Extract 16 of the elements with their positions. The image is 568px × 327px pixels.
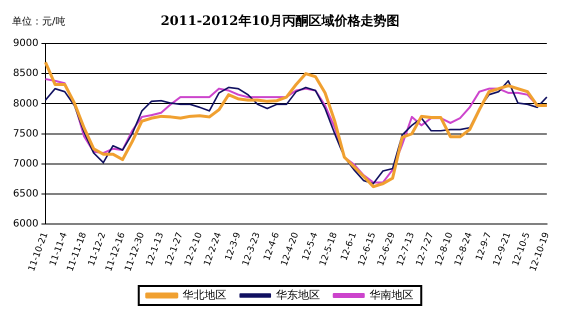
- legend-label: 华北地区: [182, 288, 226, 302]
- y-tick-label: 7000: [12, 158, 38, 170]
- chart-title: 2011-2012年10月丙酮区域价格走势图: [160, 13, 400, 30]
- y-tick-label: 8000: [12, 98, 38, 110]
- y-tick-label: 8500: [12, 68, 38, 80]
- x-tick-label: 12-9-7: [474, 231, 494, 262]
- y-tick-label: 9000: [12, 38, 38, 50]
- y-tick-label: 6000: [12, 218, 38, 230]
- legend-label: 华东地区: [276, 288, 320, 302]
- x-tick-label: 12-4-6: [262, 230, 282, 262]
- x-tick-label: 12-5-4: [301, 230, 321, 262]
- y-axis-title: 单位：元/吨: [12, 16, 66, 28]
- y-tick-label: 7500: [12, 128, 38, 140]
- y-tick-label: 6500: [12, 188, 38, 200]
- legend-label: 华南地区: [369, 288, 414, 302]
- x-tick-label: 12-3-9: [224, 230, 244, 262]
